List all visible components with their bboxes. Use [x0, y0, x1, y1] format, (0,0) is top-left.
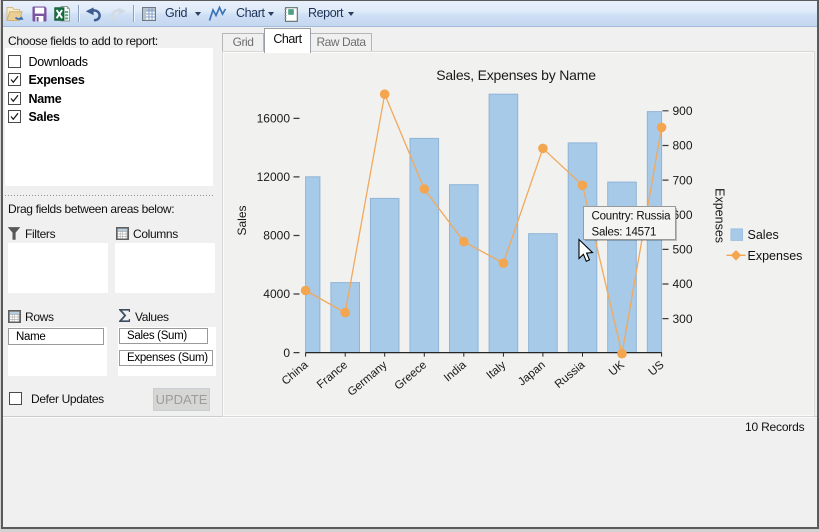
svg-text:4000: 4000 — [263, 287, 290, 301]
svg-text:China: China — [280, 359, 311, 388]
svg-text:Sales: 14571: Sales: 14571 — [592, 227, 657, 239]
svg-text:500: 500 — [673, 243, 693, 257]
svg-text:300: 300 — [673, 312, 693, 326]
svg-text:Sales: Sales — [748, 228, 779, 242]
svg-text:0: 0 — [283, 346, 290, 360]
svg-text:Greece: Greece — [393, 359, 430, 392]
svg-text:16000: 16000 — [257, 112, 291, 126]
svg-text:Expenses: Expenses — [748, 249, 803, 263]
svg-text:US: US — [647, 359, 667, 379]
svg-text:400: 400 — [673, 277, 693, 291]
svg-text:UK: UK — [607, 359, 627, 379]
svg-text:Country: Russia: Country: Russia — [592, 211, 672, 223]
svg-text:Germany: Germany — [346, 359, 390, 399]
svg-text:12000: 12000 — [257, 170, 291, 184]
svg-text:Italy: Italy — [484, 359, 508, 382]
svg-text:900: 900 — [673, 104, 693, 118]
svg-text:700: 700 — [673, 173, 693, 187]
svg-text:France: France — [315, 359, 350, 391]
svg-text:Sales: Sales — [235, 205, 249, 235]
svg-text:Expenses: Expenses — [713, 188, 727, 243]
svg-text:Russia: Russia — [553, 359, 588, 391]
svg-text:8000: 8000 — [263, 229, 290, 243]
svg-text:800: 800 — [673, 139, 693, 153]
svg-text:Sales, Expenses by Name: Sales, Expenses by Name — [436, 67, 596, 83]
svg-text:600: 600 — [673, 208, 693, 222]
svg-text:Japan: Japan — [516, 359, 548, 388]
svg-text:India: India — [442, 359, 469, 385]
